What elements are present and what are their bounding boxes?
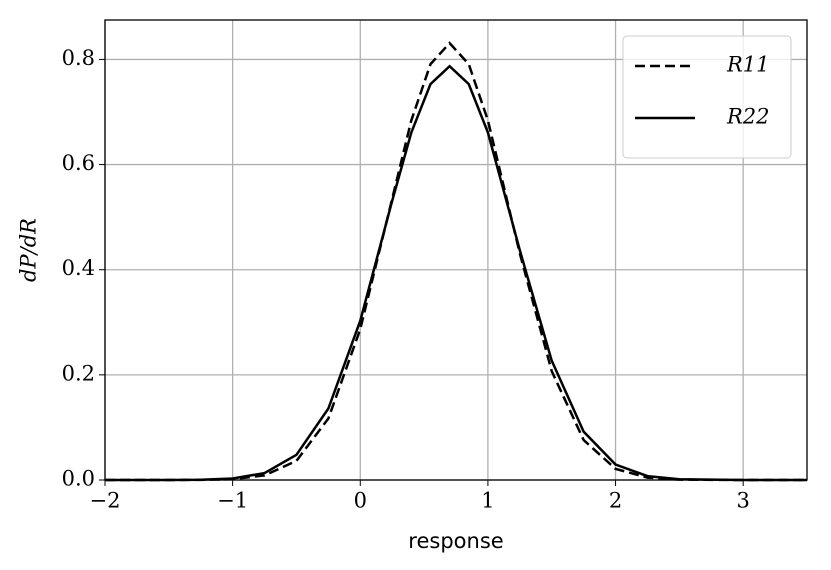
legend: R11 R22 [622,35,792,159]
legend-label: R22 [726,105,770,129]
y-axis-label: dP/dR [17,218,41,282]
y-tick-label: 0.0 [62,467,95,491]
y-tick-label: 0.8 [62,46,95,70]
x-tick-label: −2 [90,489,121,513]
data-line [105,41,807,482]
x-tick-label: −1 [217,489,248,513]
x-tick-label: 3 [736,489,749,513]
y-tick-label: 0.6 [62,151,95,175]
x-axis-label: response [408,529,503,553]
x-tick-label: 1 [481,489,494,513]
y-tick-label: 0.4 [62,256,95,280]
x-tick-label: 0 [354,489,367,513]
plot-frame [104,19,808,481]
x-tick-label: 2 [609,489,622,513]
legend-label: R11 [726,53,770,77]
y-tick-label: 0.2 [62,361,95,385]
data-line [104,64,807,482]
